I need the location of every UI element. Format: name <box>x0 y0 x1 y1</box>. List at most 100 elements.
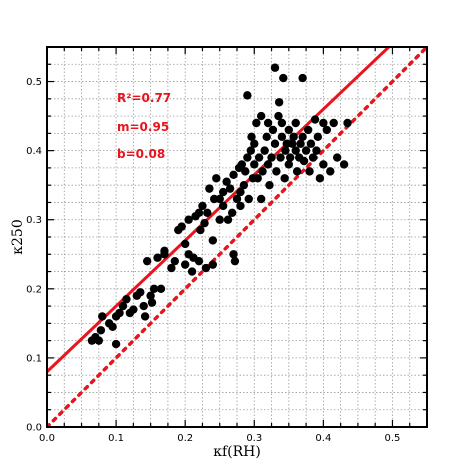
data-point <box>270 139 280 148</box>
x-axis-label: κf(RH) <box>213 444 261 460</box>
annotation-text: m=0.95 <box>117 120 169 134</box>
data-point <box>268 125 278 135</box>
data-point <box>260 146 269 155</box>
data-point <box>208 260 218 269</box>
x-tick-label: 0.3 <box>246 433 262 444</box>
data-point <box>306 139 316 148</box>
data-point <box>215 215 224 224</box>
axis-labels: κf(RH) κ250 <box>10 219 261 460</box>
data-point <box>267 153 276 162</box>
data-point <box>270 63 280 72</box>
data-point <box>111 339 121 349</box>
data-point <box>289 132 298 142</box>
x-tick-label: 0.4 <box>315 433 331 444</box>
data-point <box>298 73 307 83</box>
y-tick-label: 0.5 <box>26 77 42 88</box>
data-point <box>288 139 297 148</box>
data-point <box>256 111 266 121</box>
data-point <box>108 322 117 332</box>
data-point <box>196 225 205 235</box>
data-point <box>147 298 157 307</box>
data-point <box>229 250 238 259</box>
data-point <box>194 256 204 266</box>
y-tick-label: 0.1 <box>26 353 42 364</box>
data-point <box>129 305 138 314</box>
data-point <box>237 160 247 169</box>
data-point <box>232 194 242 204</box>
tick-labels: 0.0 0.1 0.2 0.3 0.4 0.5 0.0 0.1 0.2 0.3 0.4 0.5 <box>26 77 400 444</box>
one-to-one-line <box>47 47 427 427</box>
data-point <box>250 160 259 169</box>
data-point <box>291 118 300 128</box>
data-point <box>180 260 190 269</box>
data-point <box>230 256 240 266</box>
data-point <box>218 201 228 211</box>
data-point <box>305 167 314 176</box>
data-point <box>312 146 321 155</box>
data-point <box>115 308 124 318</box>
data-point <box>250 139 259 148</box>
data-point <box>303 125 313 135</box>
y-axis-label: κ250 <box>10 219 26 254</box>
data-point <box>301 146 311 155</box>
data-point <box>149 284 159 294</box>
x-tick-label: 0.2 <box>177 433 193 444</box>
data-point <box>170 256 180 266</box>
x-tick-label: 0.1 <box>108 433 124 444</box>
data-point <box>329 118 338 128</box>
data-point <box>276 153 285 162</box>
y-tick-label: 0.2 <box>26 284 42 295</box>
data-point <box>225 184 235 193</box>
data-point <box>284 160 294 169</box>
data-point <box>218 187 228 197</box>
data-point <box>198 201 207 211</box>
data-point <box>296 139 305 148</box>
data-point <box>284 125 294 135</box>
annotation-text: b=0.08 <box>117 147 165 161</box>
data-point <box>241 167 250 176</box>
data-point <box>265 180 274 190</box>
data-point <box>203 208 212 218</box>
data-point <box>156 284 166 294</box>
data-point <box>254 153 264 162</box>
data-point <box>146 291 155 300</box>
y-tick-label: 0.4 <box>26 146 42 157</box>
data-point <box>263 118 273 128</box>
data-point <box>153 253 162 262</box>
data-point <box>243 153 252 162</box>
data-point <box>184 215 193 224</box>
data-point <box>252 118 261 128</box>
data-point <box>308 153 318 162</box>
data-point <box>332 153 342 162</box>
data-point <box>274 111 283 121</box>
data-point <box>194 208 204 218</box>
data-point <box>286 153 295 162</box>
data-point <box>177 222 186 231</box>
data-point <box>243 91 252 100</box>
data-point <box>279 73 288 83</box>
data-point <box>263 160 273 169</box>
data-point <box>229 170 238 180</box>
plot-frame <box>46 46 428 428</box>
data-point <box>236 201 245 211</box>
data-point <box>274 98 284 107</box>
data-point <box>139 301 148 311</box>
data-point <box>227 208 237 218</box>
data-point <box>258 167 267 176</box>
data-point <box>319 118 328 128</box>
data-point <box>280 174 289 183</box>
y-tick-label: 0.0 <box>26 423 42 434</box>
data-point <box>222 177 231 186</box>
data-point <box>277 132 287 142</box>
data-point <box>180 239 190 249</box>
data-point <box>200 218 209 228</box>
data-point <box>322 125 332 135</box>
annotation-text: R²=0.77 <box>117 91 171 105</box>
data-point <box>118 301 128 311</box>
data-point <box>98 312 107 321</box>
annotations: R²=0.77 m=0.95 b=0.08 <box>117 91 171 161</box>
data-point <box>319 160 328 169</box>
data-point <box>315 174 325 183</box>
data-point <box>208 236 218 245</box>
